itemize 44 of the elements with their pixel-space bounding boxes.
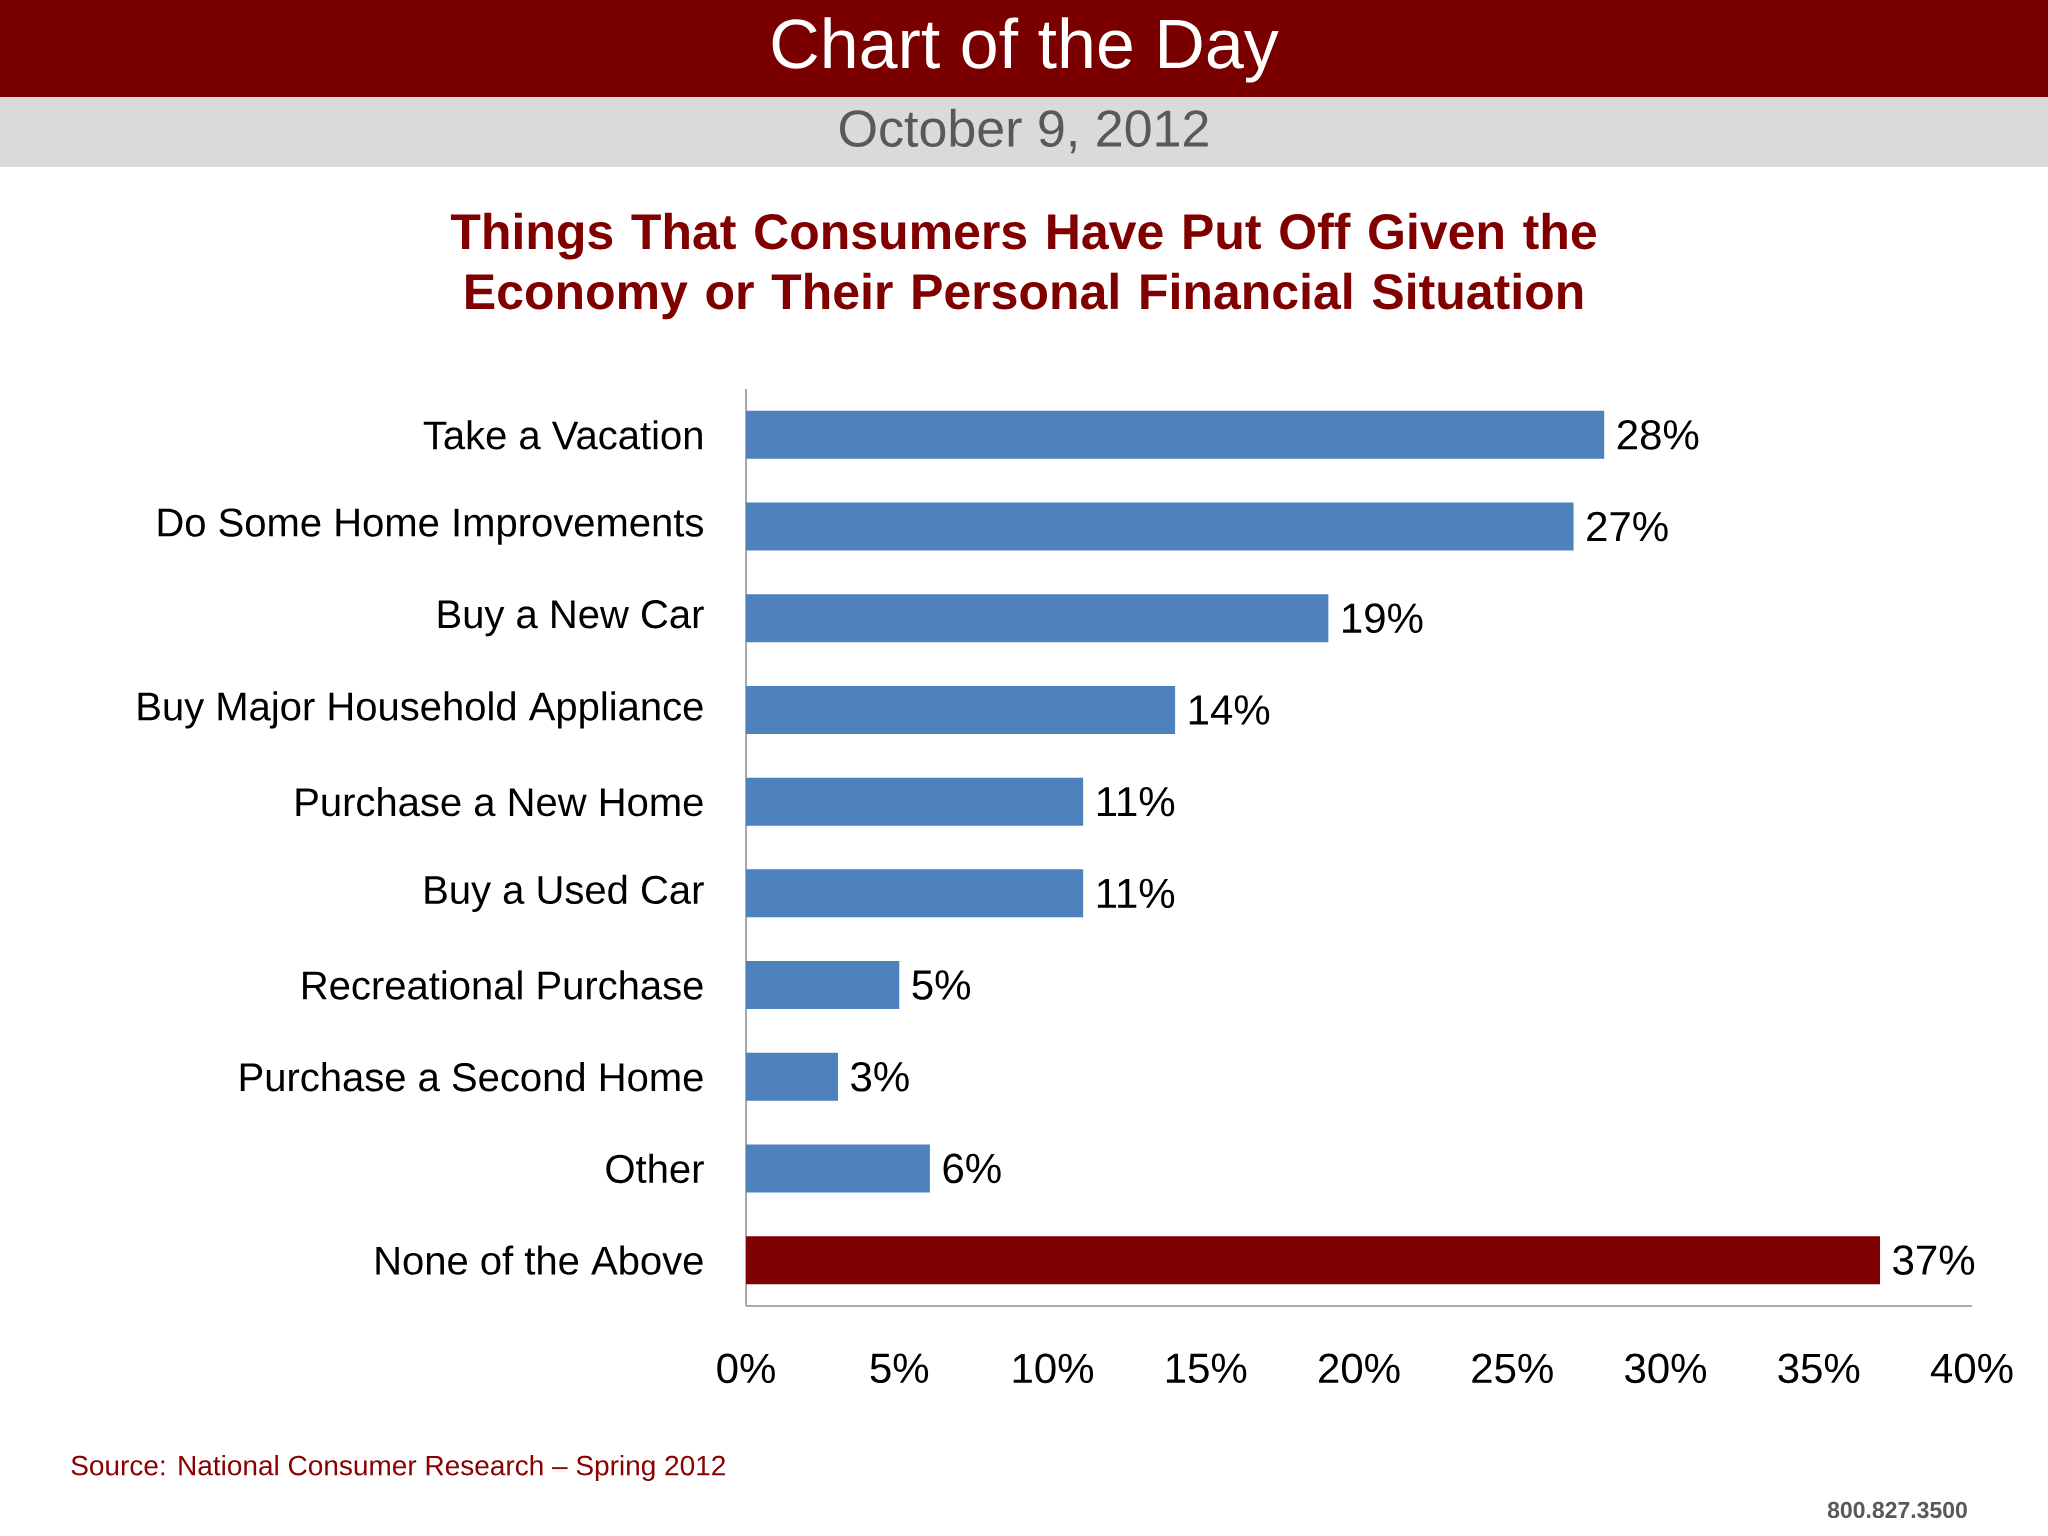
data-label: 28% xyxy=(1617,419,1699,450)
bar xyxy=(746,594,1329,643)
data-label: 3% xyxy=(851,1061,909,1092)
bar xyxy=(746,502,1574,551)
y-tick-label: None of the Above xyxy=(376,1245,703,1275)
bar xyxy=(746,410,1605,459)
bar xyxy=(746,869,1084,918)
x-tick-label: 40% xyxy=(1930,1353,2013,1384)
data-label: 19% xyxy=(1343,603,1423,634)
x-tick-label: 10% xyxy=(1013,1353,1094,1384)
data-label: 14% xyxy=(1189,695,1270,725)
text: Chart of the Day xyxy=(772,17,1279,83)
data-label: 6% xyxy=(943,1153,1001,1184)
bar xyxy=(746,685,1176,734)
bar xyxy=(746,1144,930,1193)
bar xyxy=(746,777,1084,826)
text: 800.827.3500 xyxy=(1827,1501,1967,1519)
x-tick-label: 5% xyxy=(870,1353,929,1384)
y-tick-label: Purchase a New Home xyxy=(296,786,703,817)
y-tick-label: Recreational Purchase xyxy=(303,970,703,1000)
x-tick-label: 25% xyxy=(1472,1353,1553,1384)
data-label: 37% xyxy=(1893,1245,1975,1276)
x-tick-label: 15% xyxy=(1166,1353,1247,1384)
y-tick-label: Other xyxy=(606,1153,704,1184)
y-tick-label: Buy a Used Car xyxy=(425,874,704,912)
y-tick-label: Buy a New Car xyxy=(438,600,704,637)
y-tick-label: Purchase a Second Home xyxy=(240,1062,703,1092)
x-tick-label: 35% xyxy=(1778,1353,1860,1384)
chart-title: Things That Consumers Have Put Off Given the Economy or Their Personal Financial Situation xyxy=(450,212,1596,320)
y-tick-label: Buy Major Household Appliance xyxy=(138,691,703,729)
y-tick-label: Do Some Home Improvements xyxy=(158,508,703,545)
x-tick-label: 20% xyxy=(1319,1353,1400,1384)
text: October 9, 2012 xyxy=(840,108,1208,154)
data-label: 5% xyxy=(912,970,971,1000)
bar xyxy=(746,1052,838,1101)
data-label: 27% xyxy=(1587,511,1668,542)
y-tick-label: Take a Vacation xyxy=(423,420,702,450)
source-note: Source: National Consumer Research – Spring 2012 xyxy=(71,1454,725,1482)
bar xyxy=(746,961,900,1010)
x-tick-label: 30% xyxy=(1625,1353,1707,1384)
data-label: 11% xyxy=(1097,878,1175,909)
bar xyxy=(746,1236,1881,1285)
x-tick-label: 0% xyxy=(717,1353,775,1384)
data-label: 11% xyxy=(1097,786,1175,817)
